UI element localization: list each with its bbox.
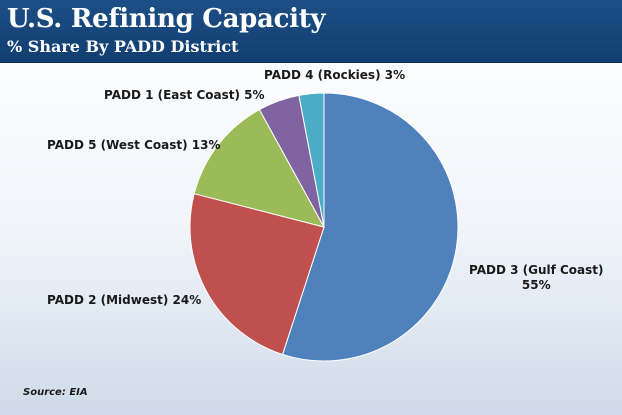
slice-label-padd-3: PADD 3 (Gulf Coast) 55% bbox=[469, 263, 604, 293]
slice-label-padd-5: PADD 5 (West Coast) 13% bbox=[47, 138, 221, 153]
slice-label-padd-1-name: PADD 1 (East Coast) bbox=[104, 88, 240, 102]
pie-slice-padd-4 bbox=[298, 92, 325, 228]
chart-title: U.S. Refining Capacity bbox=[7, 4, 326, 34]
slice-label-padd-5-name: PADD 5 (West Coast) bbox=[47, 138, 188, 152]
source-note: Source: EIA bbox=[23, 387, 88, 398]
slice-label-padd-2-name: PADD 2 (Midwest) bbox=[47, 293, 169, 307]
slice-label-padd-4-name: PADD 4 (Rockies) bbox=[264, 68, 381, 82]
slice-label-padd-5-value: 13% bbox=[191, 138, 221, 152]
pie-slice-padd-2 bbox=[189, 193, 325, 356]
slice-label-padd-1-value: 5% bbox=[244, 88, 265, 102]
slice-label-padd-1: PADD 1 (East Coast) 5% bbox=[104, 88, 265, 103]
chart-subtitle: % Share By PADD District bbox=[7, 37, 239, 56]
pie-slice-padd-5 bbox=[193, 108, 325, 228]
slice-label-padd-2-value: 24% bbox=[172, 293, 202, 307]
title-banner: U.S. Refining Capacity % Share By PADD D… bbox=[0, 0, 622, 63]
slice-label-padd-2: PADD 2 (Midwest) 24% bbox=[47, 293, 201, 308]
slice-label-padd-3-value: 55% bbox=[521, 278, 551, 292]
slice-label-padd-4: PADD 4 (Rockies) 3% bbox=[264, 68, 405, 83]
pie-slice-padd-3 bbox=[281, 92, 459, 362]
slice-label-padd-4-value: 3% bbox=[384, 68, 406, 82]
slice-label-padd-3-name: PADD 3 (Gulf Coast) bbox=[469, 263, 604, 277]
